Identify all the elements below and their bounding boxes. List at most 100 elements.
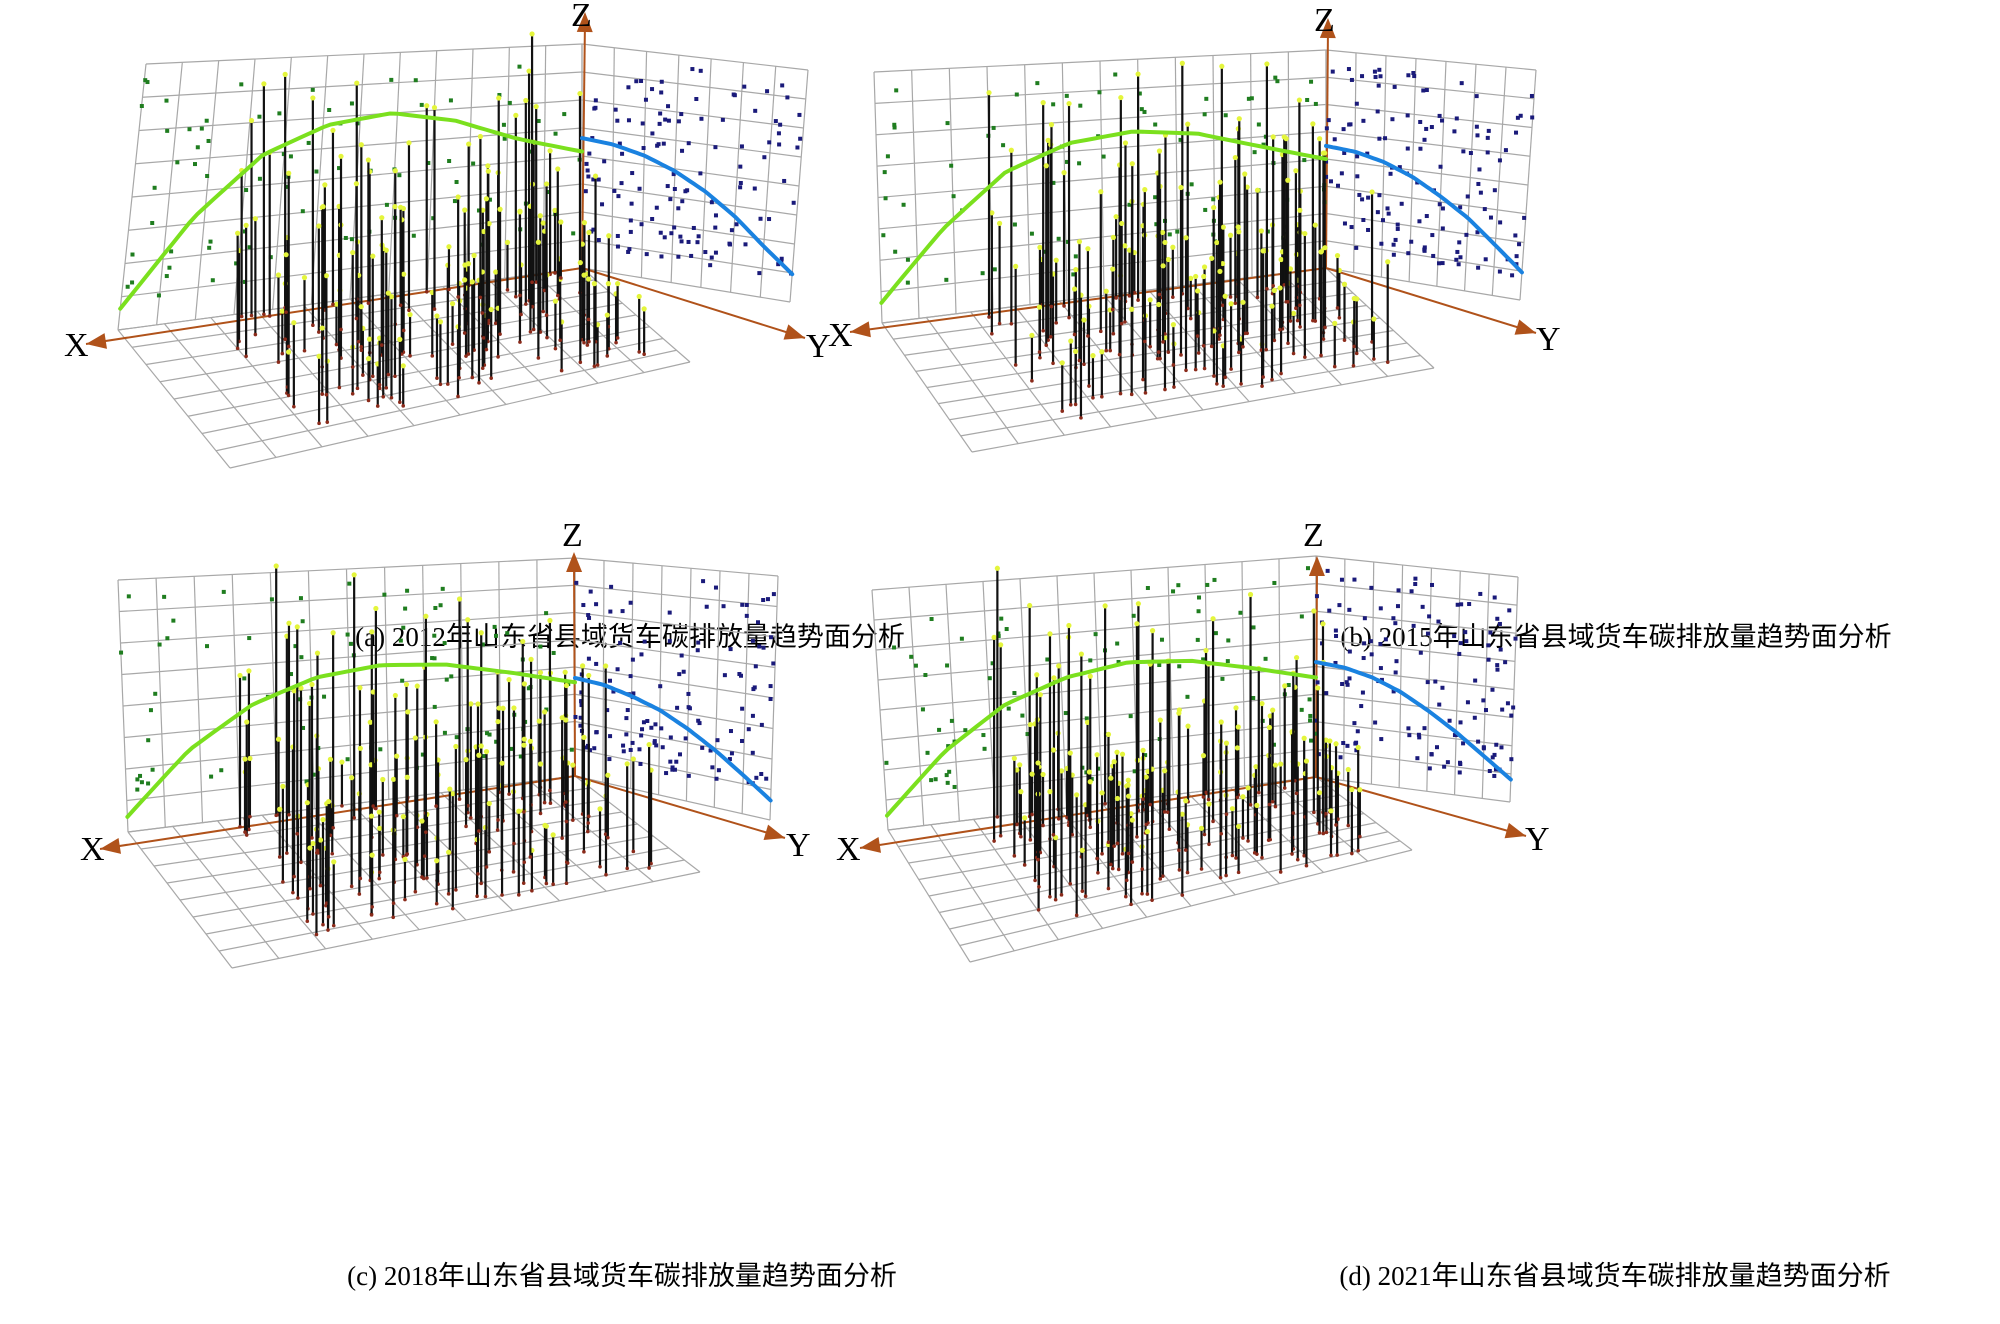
sample-base [1323, 325, 1327, 330]
yz-point [753, 664, 758, 669]
yz-point [1369, 652, 1374, 657]
xz-point [1299, 614, 1304, 619]
xz-point [119, 650, 124, 655]
xz-point [505, 631, 510, 636]
sample-base [559, 276, 563, 280]
yz-point [1378, 606, 1383, 611]
xz-point [130, 252, 135, 257]
sample-base [477, 381, 481, 385]
sample-base [370, 905, 374, 909]
sample-base [366, 301, 371, 305]
sample-base [1270, 799, 1275, 804]
xz-point [378, 747, 383, 752]
sample-top [577, 260, 583, 266]
xz-point [1153, 122, 1158, 127]
sample-base [1237, 350, 1241, 355]
yz-point [1436, 619, 1441, 624]
yz-point [1415, 756, 1420, 761]
sample-base [1030, 379, 1034, 383]
yz-point [1459, 81, 1464, 86]
grid-line-floor-b [215, 349, 677, 452]
sample-base [435, 376, 439, 380]
sample-base [315, 848, 320, 853]
sample-base [456, 394, 460, 399]
sample-base [1120, 852, 1125, 856]
yz-point [713, 250, 718, 255]
yz-point [1338, 755, 1343, 760]
grid-line-right-h [1315, 693, 1514, 719]
yz-point [1337, 603, 1342, 608]
yz-point [605, 708, 610, 713]
sample-top [597, 806, 603, 812]
xz-point [135, 787, 140, 792]
xz-point [221, 589, 226, 594]
xz-point [448, 98, 453, 103]
sample-base [1082, 362, 1086, 367]
yz-point [666, 118, 671, 123]
yz-point [1375, 210, 1380, 215]
sample-base [560, 836, 564, 840]
yz-point [1490, 687, 1495, 692]
yz-point [1497, 621, 1502, 626]
sample-top [1312, 222, 1318, 228]
yz-point [1340, 681, 1345, 686]
yz-point [612, 188, 617, 193]
sample-top [404, 774, 410, 780]
yz-point [1391, 689, 1396, 694]
xz-point [1035, 81, 1040, 86]
yz-point [659, 726, 664, 731]
xz-point [999, 616, 1004, 621]
yz-point [708, 748, 713, 753]
grid-line-floor-b [187, 326, 650, 417]
xz-point [293, 644, 298, 649]
yz-point [1391, 252, 1396, 257]
sample-base [1267, 802, 1272, 807]
yz-point [1434, 745, 1439, 750]
xz-point [1020, 713, 1025, 718]
yz-point [1361, 217, 1366, 222]
grid-line-right-h [574, 611, 777, 638]
sample-top [1236, 823, 1242, 830]
sample-top [1013, 263, 1019, 269]
sample-top [542, 709, 548, 715]
sample-top [376, 809, 382, 815]
yz-point [637, 747, 642, 752]
sample-base [1106, 886, 1111, 891]
yz-point [631, 691, 636, 696]
sample-base [407, 308, 411, 313]
xz-point [1197, 595, 1202, 600]
sample-top [1129, 817, 1135, 823]
grid-line-left-h [117, 557, 576, 581]
sample-top [1159, 229, 1166, 236]
sample-top [1074, 792, 1080, 798]
sample-base [413, 889, 418, 894]
yz-point [620, 609, 625, 614]
yz-point [1377, 136, 1382, 141]
yz-point [1416, 732, 1421, 737]
yz-point [608, 609, 613, 614]
sample-top [301, 274, 308, 281]
yz-point [1456, 262, 1461, 267]
sample-top [307, 845, 313, 851]
sample-base [331, 923, 336, 928]
yz-point [1366, 195, 1371, 200]
grid-line-left-h [142, 71, 583, 98]
xz-point [442, 730, 447, 735]
grid-line-floor-b [959, 840, 1401, 947]
yz-point [1347, 649, 1352, 654]
yz-point [1324, 159, 1329, 164]
sample-top [392, 692, 398, 699]
yz-point [1440, 118, 1445, 123]
sample-top [1328, 808, 1334, 814]
yz-point [639, 222, 644, 227]
yz-point [1478, 190, 1483, 195]
sample-top [604, 312, 610, 318]
yz-point [703, 250, 708, 255]
yz-point [704, 604, 709, 609]
sample-base [1255, 295, 1260, 300]
sample-top [1258, 228, 1264, 234]
yz-point [668, 735, 673, 740]
yz-point [659, 79, 664, 84]
sample-base [446, 892, 451, 896]
sample-base [339, 327, 343, 332]
